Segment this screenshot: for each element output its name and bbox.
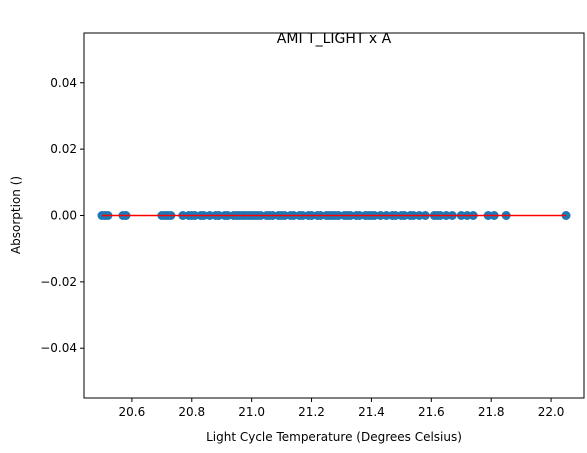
data-layer [97,211,571,220]
y-tick-label: 0.04 [50,76,77,90]
x-axis-label: Light Cycle Temperature (Degrees Celsius… [206,430,462,444]
x-axis: 20.6 20.8 21.0 21.2 21.4 21.6 21.8 22.0 [119,398,565,419]
y-axis-label: Absorption () [9,176,23,254]
x-tick-label: 21.8 [478,405,505,419]
x-tick-label: 20.6 [119,405,146,419]
x-tick-label: 21.6 [418,405,445,419]
y-axis: −0.04 −0.02 0.00 0.02 0.04 [40,76,84,355]
x-tick-label: 21.0 [238,405,265,419]
y-tick-label: −0.04 [40,341,77,355]
x-tick-label: 21.4 [358,405,385,419]
y-tick-label: −0.02 [40,275,77,289]
y-tick-label: 0.00 [50,209,77,223]
x-tick-label: 22.0 [538,405,565,419]
y-tick-label: 0.02 [50,142,77,156]
x-tick-label: 20.8 [178,405,205,419]
chart-title: AMI T_LIGHT x A [277,31,392,47]
x-tick-label: 21.2 [298,405,325,419]
